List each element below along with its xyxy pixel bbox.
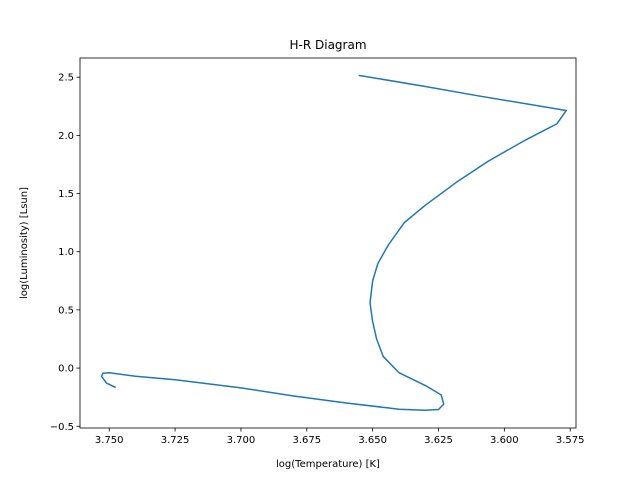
y-tick-label: 0.0	[58, 364, 74, 375]
x-tick-label: 3.675	[292, 435, 321, 446]
x-tick-label: 3.725	[161, 435, 190, 446]
y-axis: −0.5 0.0 0.5 1.0 1.5 2.0 2.5	[50, 73, 80, 433]
plot-line-layer	[100, 74, 567, 411]
chart-title: H-R Diagram	[289, 38, 366, 52]
plot-frame	[79, 57, 577, 429]
series-line-0	[100, 74, 567, 411]
y-tick-label: −0.5	[50, 422, 74, 433]
y-tick-label: 1.0	[58, 247, 74, 258]
y-tick-label: 2.5	[58, 73, 74, 84]
x-axis: 3.750 3.725 3.700 3.675 3.650 3.625 3.600 3.575	[95, 428, 585, 446]
x-tick-label: 3.600	[490, 435, 519, 446]
x-tick-label: 3.700	[227, 435, 256, 446]
y-tick-label: 2.0	[58, 131, 74, 142]
y-axis-label: log(Luminosity) [Lsun]	[19, 187, 30, 299]
y-tick-label: 0.5	[58, 305, 74, 316]
x-tick-label: 3.750	[95, 435, 124, 446]
x-tick-label: 3.650	[358, 435, 387, 446]
y-tick-label: 1.5	[58, 189, 74, 200]
x-axis-label: log(Temperature) [K]	[276, 459, 380, 470]
x-tick-label: 3.625	[424, 435, 453, 446]
x-tick-label: 3.575	[556, 435, 585, 446]
